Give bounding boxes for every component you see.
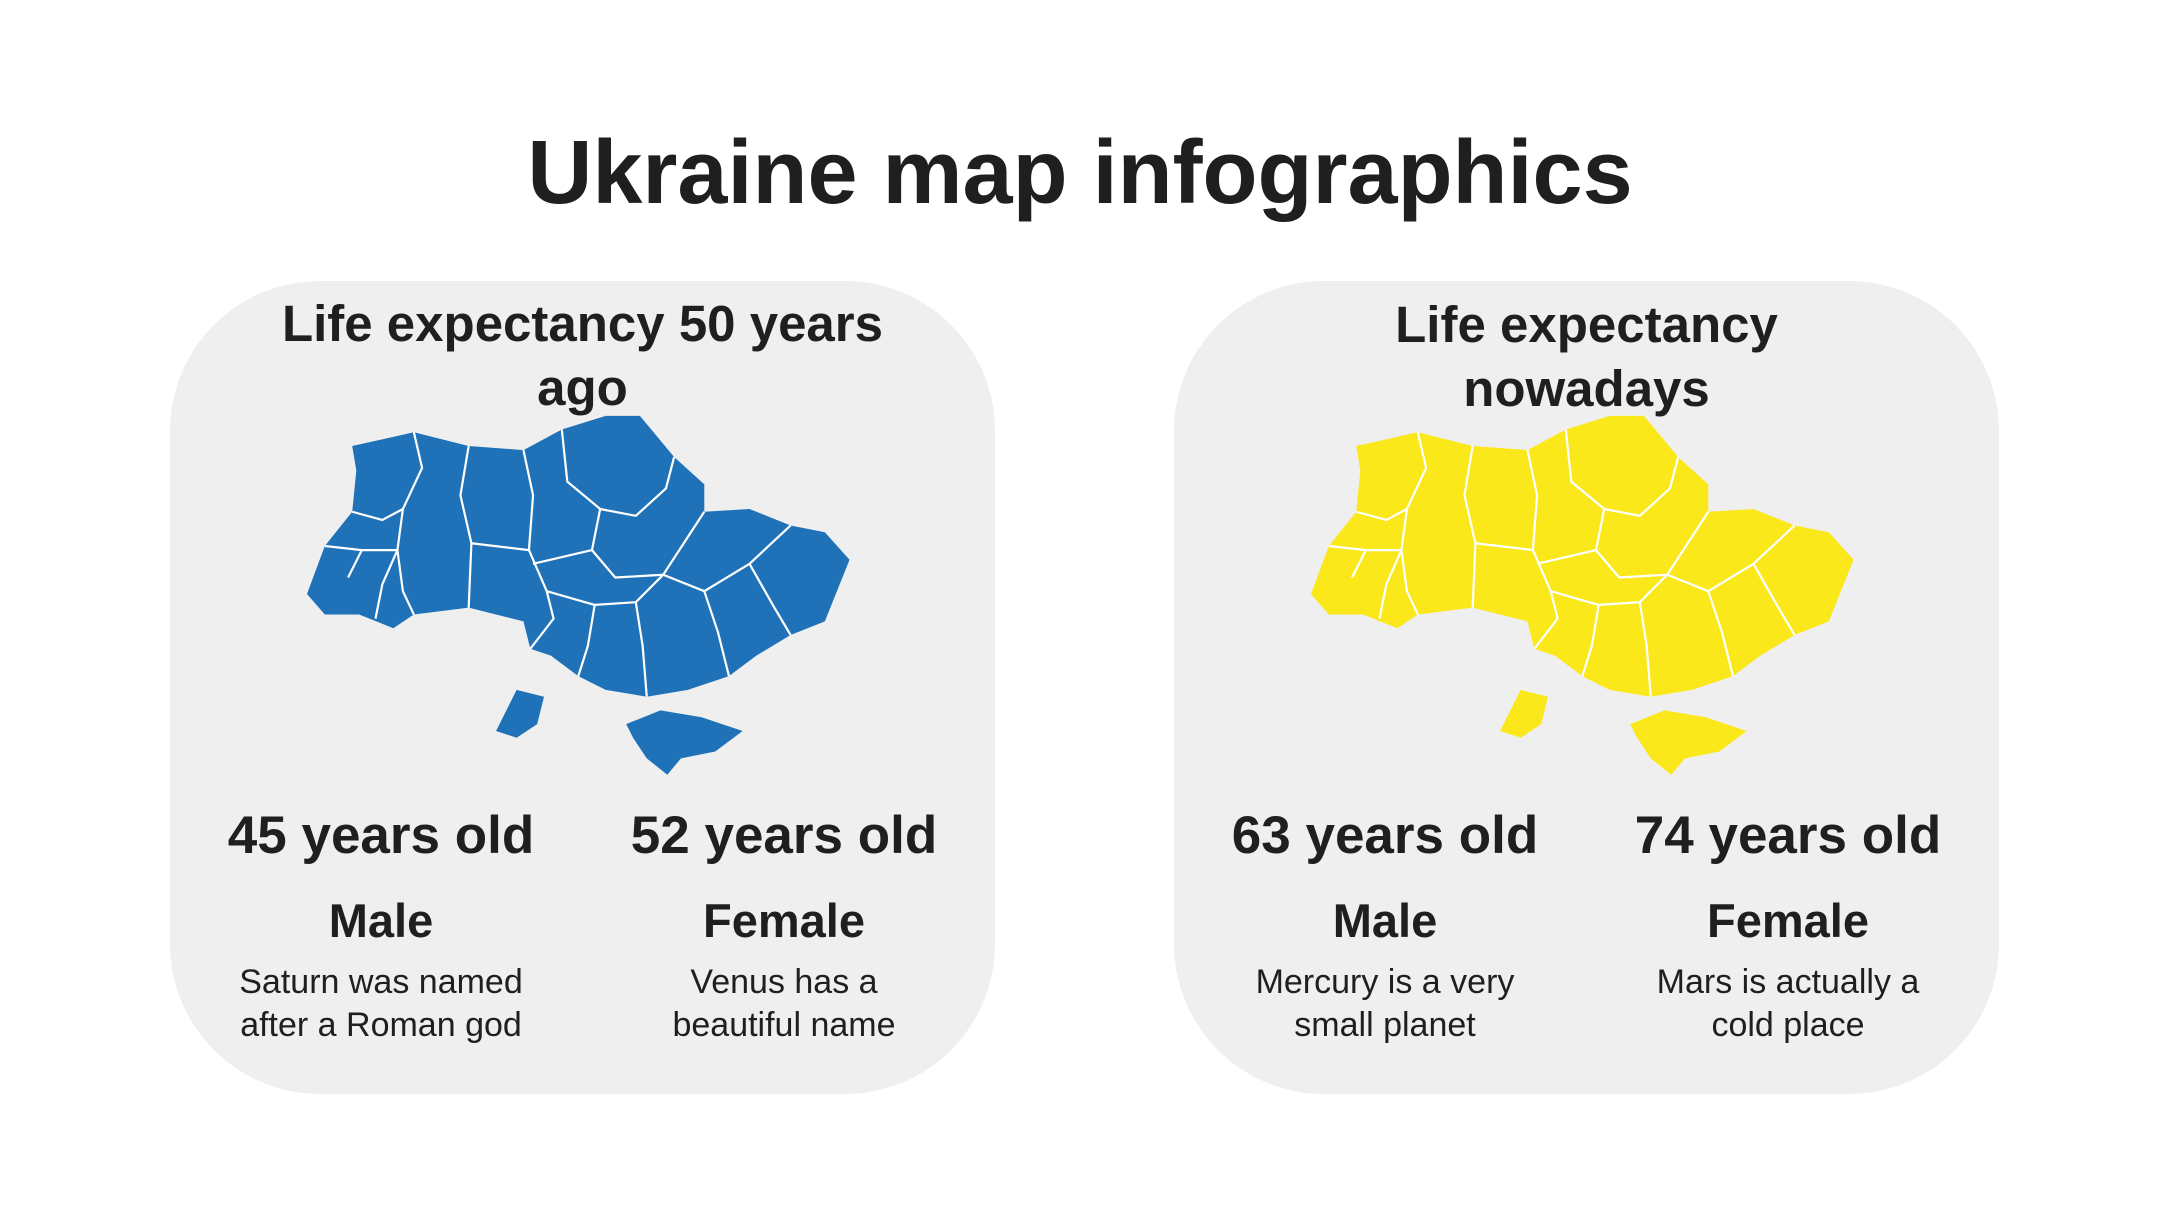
- stat-description: Mercury is a very small planet: [1255, 963, 1515, 1044]
- stat-value: 52 years old: [630, 806, 938, 865]
- stat: 63 years old Male Mercury is a very small …: [1185, 801, 1585, 1047]
- panel-heading: Life expectancy 50 years ago: [281, 295, 884, 416]
- stat-label: Male: [1332, 894, 1438, 947]
- stat-value: 45 years old: [227, 806, 535, 865]
- stat-value: 63 years old: [1231, 806, 1539, 865]
- stat-label: Male: [328, 894, 434, 947]
- stat-description: Venus has a beautiful name: [672, 963, 896, 1044]
- panel-heading-box: Life expectancy 50 years ago: [170, 293, 995, 420]
- ukraine-map: [1311, 415, 1854, 775]
- stat-description: Saturn was named after a Roman god: [239, 963, 523, 1044]
- panel-heading-box: Life expectancy nowadays: [1174, 293, 1999, 421]
- panel-heading: Life expectancy nowadays: [1395, 296, 1778, 417]
- stat-label: Female: [703, 894, 865, 947]
- panel: Life expectancy nowadays 63 years old Mal…: [1174, 281, 1999, 1094]
- ukraine-map: [307, 415, 850, 775]
- stat-label: Female: [1707, 894, 1869, 947]
- stat-description: Mars is actually a cold place: [1656, 963, 1920, 1044]
- stat: 74 years old Female Mars is actually a col…: [1588, 801, 1988, 1047]
- stat: 45 years old Male Saturn was named after a…: [181, 801, 581, 1047]
- stat: 52 years old Female Venus has a beautiful …: [584, 801, 984, 1047]
- panel: Life expectancy 50 years ago 45 years ol…: [170, 281, 995, 1094]
- stat-value: 74 years old: [1634, 806, 1942, 865]
- title: Ukraine map infographics: [527, 123, 1633, 223]
